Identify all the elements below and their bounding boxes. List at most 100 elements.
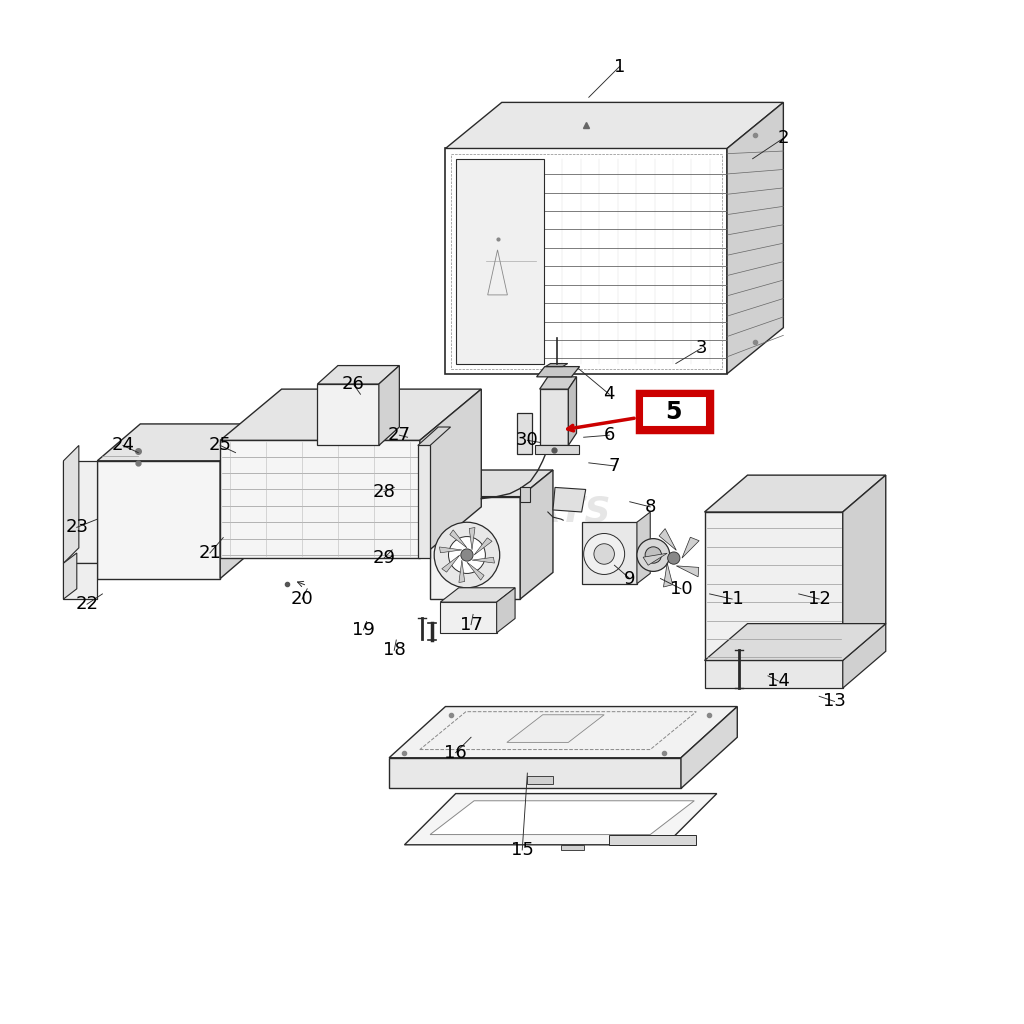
Text: 10: 10 [670,580,692,598]
Polygon shape [445,102,783,148]
Polygon shape [430,470,553,497]
Polygon shape [546,364,567,367]
Text: 18: 18 [383,641,406,659]
Polygon shape [472,557,495,563]
Polygon shape [440,588,515,602]
Circle shape [461,549,473,561]
Text: 5: 5 [666,399,682,424]
Text: 24: 24 [112,436,134,455]
Text: 19: 19 [352,621,375,639]
Polygon shape [63,445,79,563]
Text: 12: 12 [808,590,830,608]
Polygon shape [459,560,465,583]
Text: 17: 17 [460,615,482,634]
Text: RV PARTS: RV PARTS [414,495,610,529]
Text: 29: 29 [373,549,395,567]
Polygon shape [389,758,681,788]
Polygon shape [63,563,97,599]
Polygon shape [705,475,886,512]
Polygon shape [497,588,515,633]
Polygon shape [430,801,694,835]
Text: 30: 30 [516,431,539,450]
Text: 27: 27 [388,426,411,444]
Text: 25: 25 [209,436,231,455]
Text: 28: 28 [373,482,395,501]
Polygon shape [317,366,399,384]
Text: 3: 3 [695,339,708,357]
Polygon shape [520,470,553,599]
Polygon shape [527,776,553,784]
Circle shape [637,539,670,571]
Polygon shape [659,528,676,550]
Polygon shape [220,424,263,579]
Text: 22: 22 [76,595,98,613]
Text: 1: 1 [613,57,626,76]
Circle shape [449,537,485,573]
Polygon shape [535,445,579,454]
Polygon shape [843,475,886,660]
Polygon shape [568,377,577,445]
Circle shape [645,547,662,563]
Polygon shape [705,660,843,688]
Text: 4: 4 [603,385,615,403]
Polygon shape [682,538,699,558]
Circle shape [584,534,625,574]
Polygon shape [220,440,420,558]
Polygon shape [418,427,451,445]
Polygon shape [389,707,737,758]
Polygon shape [404,794,717,845]
Polygon shape [705,512,843,660]
Text: 16: 16 [444,743,467,762]
Polygon shape [445,148,727,374]
Polygon shape [609,835,696,845]
Polygon shape [520,487,530,502]
Polygon shape [63,461,97,563]
Polygon shape [456,159,544,364]
Polygon shape [474,538,493,555]
Text: 13: 13 [823,692,846,711]
Text: 26: 26 [342,375,365,393]
Polygon shape [317,384,379,445]
Text: 11: 11 [721,590,743,608]
Polygon shape [379,366,399,445]
Polygon shape [450,529,467,548]
Polygon shape [561,845,584,850]
Text: 20: 20 [291,590,313,608]
Polygon shape [637,391,712,432]
Text: 8: 8 [644,498,656,516]
Polygon shape [676,566,698,577]
Polygon shape [467,562,484,581]
Polygon shape [420,389,481,558]
Polygon shape [553,487,586,512]
Text: 23: 23 [66,518,88,537]
Polygon shape [63,553,77,599]
Polygon shape [643,553,668,565]
Polygon shape [681,707,737,788]
Polygon shape [642,396,707,427]
Polygon shape [540,377,577,389]
Text: 7: 7 [608,457,621,475]
Polygon shape [97,424,263,461]
Polygon shape [705,624,886,660]
Text: 6: 6 [603,426,615,444]
Polygon shape [582,522,637,584]
Polygon shape [517,413,532,454]
Polygon shape [727,102,783,374]
Text: 15: 15 [511,841,534,859]
Circle shape [668,552,680,564]
Text: 9: 9 [624,569,636,588]
Text: 2: 2 [777,129,790,147]
Polygon shape [441,555,460,572]
Polygon shape [637,512,650,584]
Polygon shape [418,445,430,558]
Polygon shape [507,715,604,742]
Polygon shape [469,527,475,550]
Polygon shape [843,624,886,688]
Polygon shape [440,602,497,633]
Polygon shape [220,389,481,440]
Polygon shape [430,497,520,599]
Text: 21: 21 [199,544,221,562]
Polygon shape [664,563,673,587]
Polygon shape [439,547,462,553]
Text: 14: 14 [767,672,790,690]
